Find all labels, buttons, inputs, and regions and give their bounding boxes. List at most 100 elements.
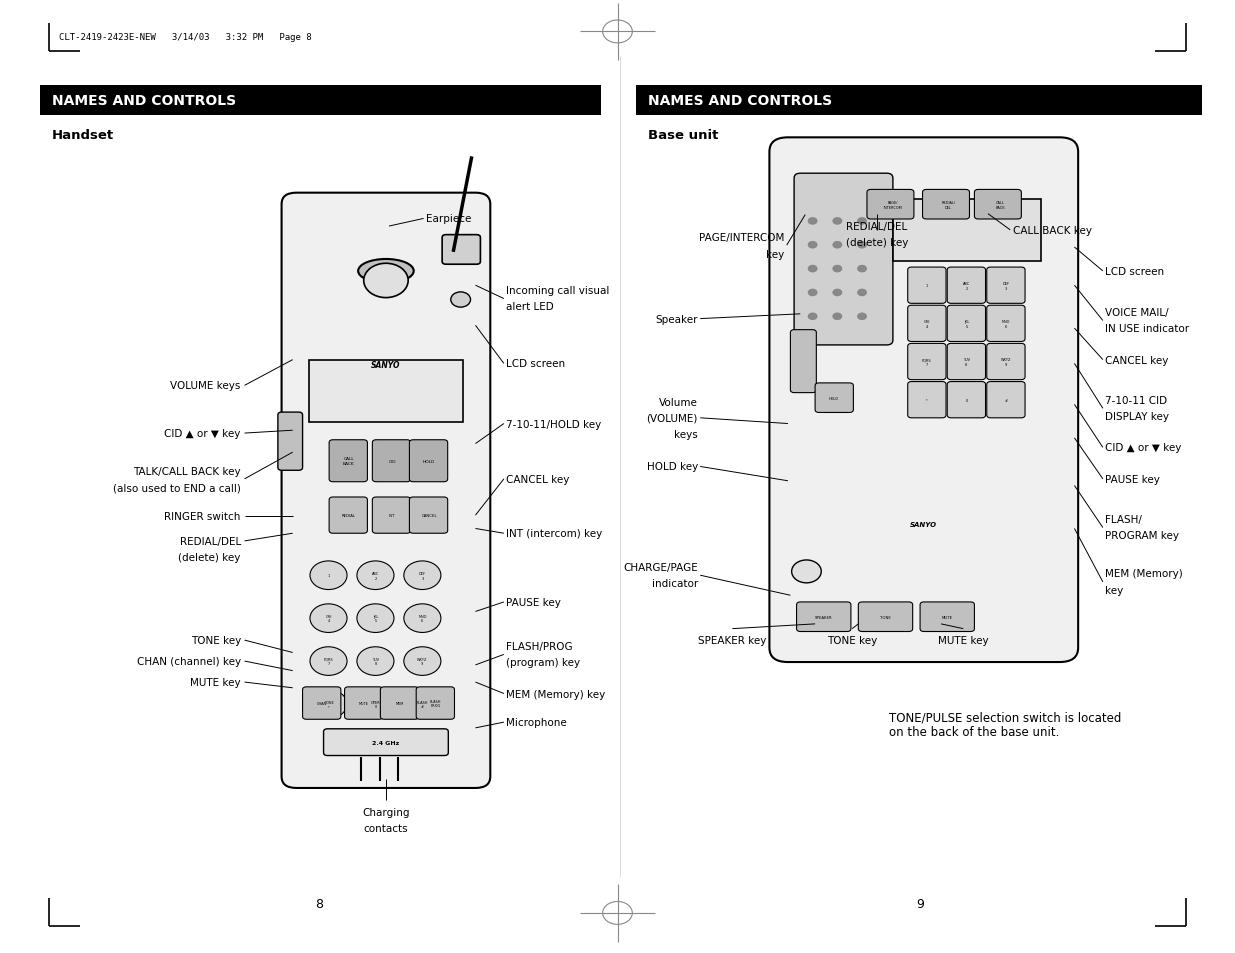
Circle shape bbox=[357, 647, 394, 676]
Text: PAGE/INTERCOM: PAGE/INTERCOM bbox=[699, 233, 784, 243]
Text: TONE/PULSE selection switch is located
on the back of the base unit.: TONE/PULSE selection switch is located o… bbox=[889, 710, 1121, 739]
FancyBboxPatch shape bbox=[947, 344, 986, 380]
Text: PAUSE key: PAUSE key bbox=[506, 598, 561, 607]
Circle shape bbox=[310, 604, 347, 633]
Text: (also used to END a call): (also used to END a call) bbox=[112, 483, 241, 493]
Circle shape bbox=[857, 314, 867, 321]
Text: INT: INT bbox=[389, 514, 395, 517]
FancyBboxPatch shape bbox=[380, 687, 419, 720]
Text: CHAN: CHAN bbox=[316, 701, 327, 705]
FancyBboxPatch shape bbox=[923, 191, 969, 220]
Text: DEF
3: DEF 3 bbox=[1003, 281, 1009, 291]
Text: 0: 0 bbox=[966, 398, 967, 402]
Text: 7-10-11 CID: 7-10-11 CID bbox=[1105, 395, 1167, 405]
Text: MUTE key: MUTE key bbox=[190, 678, 241, 687]
Bar bbox=[40, 86, 601, 116]
Text: HOLD: HOLD bbox=[424, 459, 435, 463]
FancyBboxPatch shape bbox=[794, 174, 893, 346]
Circle shape bbox=[404, 647, 441, 676]
Text: NAMES AND CONTROLS: NAMES AND CONTROLS bbox=[648, 94, 832, 108]
Text: OPER
0: OPER 0 bbox=[370, 700, 380, 709]
Text: indicator: indicator bbox=[652, 578, 698, 588]
Circle shape bbox=[832, 242, 842, 250]
Circle shape bbox=[857, 218, 867, 226]
Circle shape bbox=[808, 290, 818, 297]
FancyBboxPatch shape bbox=[769, 138, 1078, 662]
FancyBboxPatch shape bbox=[920, 602, 974, 632]
FancyBboxPatch shape bbox=[987, 344, 1025, 380]
Text: TUV
8: TUV 8 bbox=[963, 357, 969, 367]
Text: Handset: Handset bbox=[52, 129, 114, 142]
Circle shape bbox=[832, 290, 842, 297]
Circle shape bbox=[404, 561, 441, 590]
Circle shape bbox=[808, 314, 818, 321]
Circle shape bbox=[310, 561, 347, 590]
Text: CID: CID bbox=[388, 459, 396, 463]
Circle shape bbox=[832, 218, 842, 226]
Text: LCD screen: LCD screen bbox=[1105, 267, 1165, 276]
Text: 8: 8 bbox=[315, 897, 322, 910]
Text: (program) key: (program) key bbox=[506, 658, 580, 667]
Text: contacts: contacts bbox=[363, 823, 409, 833]
Text: 2.4 GHz: 2.4 GHz bbox=[372, 740, 399, 745]
Text: TUV
8: TUV 8 bbox=[372, 657, 379, 666]
FancyBboxPatch shape bbox=[329, 440, 368, 482]
FancyBboxPatch shape bbox=[908, 382, 946, 418]
FancyBboxPatch shape bbox=[797, 602, 851, 632]
Text: MUTE: MUTE bbox=[359, 701, 368, 705]
Text: RINGER switch: RINGER switch bbox=[164, 512, 241, 521]
Text: GHI
4: GHI 4 bbox=[924, 319, 930, 329]
Bar bbox=[636, 86, 1202, 116]
Text: Earpiece: Earpiece bbox=[426, 214, 472, 224]
FancyBboxPatch shape bbox=[303, 687, 341, 720]
Text: CHAN (channel) key: CHAN (channel) key bbox=[137, 657, 241, 666]
Text: REDIAL: REDIAL bbox=[342, 514, 356, 517]
FancyBboxPatch shape bbox=[442, 235, 480, 265]
FancyBboxPatch shape bbox=[908, 268, 946, 304]
FancyBboxPatch shape bbox=[278, 413, 303, 471]
Text: DEF
3: DEF 3 bbox=[419, 571, 426, 580]
Text: FLASH/PROG: FLASH/PROG bbox=[506, 641, 573, 651]
FancyBboxPatch shape bbox=[987, 268, 1025, 304]
Circle shape bbox=[357, 561, 394, 590]
Text: NAMES AND CONTROLS: NAMES AND CONTROLS bbox=[52, 94, 236, 108]
Text: (delete) key: (delete) key bbox=[846, 238, 908, 248]
Text: 1: 1 bbox=[926, 284, 927, 288]
Circle shape bbox=[857, 242, 867, 250]
FancyBboxPatch shape bbox=[947, 306, 986, 342]
Circle shape bbox=[808, 218, 818, 226]
FancyBboxPatch shape bbox=[908, 344, 946, 380]
Bar bbox=[893, 199, 1041, 261]
Text: keys: keys bbox=[674, 430, 698, 439]
Text: JKL
5: JKL 5 bbox=[373, 614, 378, 623]
FancyBboxPatch shape bbox=[282, 193, 490, 788]
Circle shape bbox=[792, 560, 821, 583]
Text: key: key bbox=[1105, 585, 1124, 595]
Text: VOICE MAIL/: VOICE MAIL/ bbox=[1105, 308, 1170, 317]
FancyBboxPatch shape bbox=[416, 687, 454, 720]
FancyBboxPatch shape bbox=[858, 602, 913, 632]
Circle shape bbox=[357, 604, 394, 633]
Text: FLASH/: FLASH/ bbox=[1105, 515, 1142, 524]
Text: PROGRAM key: PROGRAM key bbox=[1105, 531, 1179, 540]
Text: JKL
5: JKL 5 bbox=[963, 319, 969, 329]
FancyBboxPatch shape bbox=[345, 687, 383, 720]
Text: CALL
BACK: CALL BACK bbox=[995, 201, 1005, 210]
FancyBboxPatch shape bbox=[324, 729, 448, 756]
Text: CID ▲ or ▼ key: CID ▲ or ▼ key bbox=[1105, 443, 1182, 453]
Text: #: # bbox=[1004, 398, 1008, 402]
Text: DISPLAY key: DISPLAY key bbox=[1105, 412, 1170, 421]
FancyBboxPatch shape bbox=[410, 440, 448, 482]
Text: Speaker: Speaker bbox=[656, 314, 698, 324]
Circle shape bbox=[857, 290, 867, 297]
Text: MNO
6: MNO 6 bbox=[419, 614, 426, 623]
Text: TALK/CALL BACK key: TALK/CALL BACK key bbox=[133, 467, 241, 476]
Text: CANCEL: CANCEL bbox=[421, 514, 437, 517]
Text: REDIAL/DEL: REDIAL/DEL bbox=[179, 537, 241, 546]
Text: HOLD key: HOLD key bbox=[647, 462, 698, 472]
Text: 9: 9 bbox=[916, 897, 924, 910]
Text: (delete) key: (delete) key bbox=[178, 553, 241, 562]
Text: Charging: Charging bbox=[362, 807, 410, 817]
Circle shape bbox=[832, 266, 842, 274]
Circle shape bbox=[404, 690, 441, 719]
